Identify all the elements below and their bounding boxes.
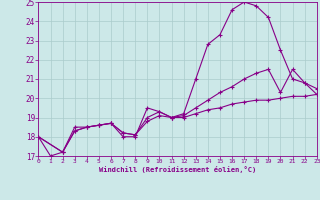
X-axis label: Windchill (Refroidissement éolien,°C): Windchill (Refroidissement éolien,°C) xyxy=(99,166,256,173)
